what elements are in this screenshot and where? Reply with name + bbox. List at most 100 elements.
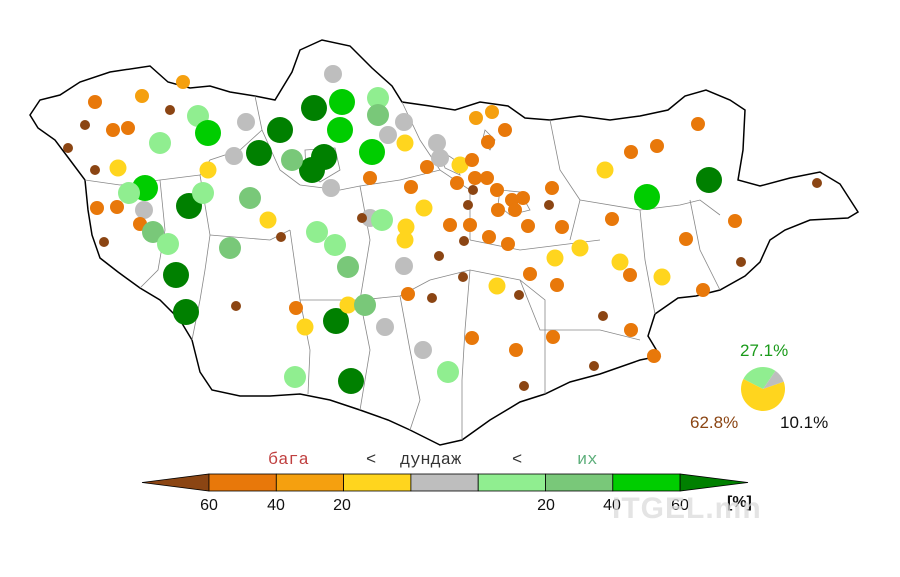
station-marker-below-40 [650, 139, 664, 153]
station-marker-much-above [246, 140, 272, 166]
station-marker-above-0 [367, 87, 389, 109]
station-marker-above-0 [306, 221, 328, 243]
station-marker-above-0 [149, 132, 171, 154]
station-marker-below-40 [623, 268, 637, 282]
tick-label: 20 [537, 497, 555, 514]
station-marker-much-below [357, 213, 367, 223]
station-marker-much-below [589, 361, 599, 371]
station-marker-below-40 [463, 218, 477, 232]
tick-label: 60 [200, 497, 218, 514]
station-marker-below-40 [509, 343, 523, 357]
station-marker-above-0 [437, 361, 459, 383]
station-marker-below-0 [109, 159, 127, 177]
mongolia-outline [29, 39, 860, 446]
unit-label: [%] [727, 494, 752, 511]
station-marker-much-below [427, 293, 437, 303]
station-marker-above-40 [359, 139, 385, 165]
station-marker-below-40 [679, 232, 693, 246]
station-marker-normal [428, 134, 446, 152]
station-marker-below-40 [605, 212, 619, 226]
station-marker-below-40 [289, 301, 303, 315]
station-marker-below-0 [396, 134, 414, 152]
station-marker-much-below [80, 120, 90, 130]
station-marker-much-below [434, 251, 444, 261]
station-marker-below-40 [550, 278, 564, 292]
legend-normal-word: дундаж [400, 451, 462, 470]
tick-label: 40 [603, 497, 621, 514]
station-marker-below-40 [468, 171, 482, 185]
station-marker-much-below [514, 290, 524, 300]
station-marker-below-40 [404, 180, 418, 194]
colorbar-segment-above-40 [612, 473, 681, 492]
station-marker-much-below [459, 236, 469, 246]
station-marker-normal [225, 147, 243, 165]
station-marker-above-20 [142, 221, 164, 243]
station-marker-much-below [463, 200, 473, 210]
station-marker-much-above [323, 308, 349, 334]
station-marker-above-20 [354, 294, 376, 316]
station-markers [63, 65, 822, 394]
station-marker-below-40 [110, 200, 124, 214]
station-marker-below-40 [624, 323, 638, 337]
station-marker-below-20 [469, 111, 483, 125]
station-marker-below-40 [465, 331, 479, 345]
station-marker-much-below [598, 311, 608, 321]
station-marker-much-above [299, 157, 325, 183]
station-marker-normal [135, 201, 153, 219]
station-marker-much-above [301, 95, 327, 121]
station-marker-below-0 [415, 199, 433, 217]
station-marker-normal [414, 341, 432, 359]
station-marker-much-below [63, 143, 73, 153]
station-marker-below-0 [296, 318, 314, 336]
station-marker-below-40 [508, 203, 522, 217]
station-marker-below-40 [624, 145, 638, 159]
station-marker-above-20 [219, 237, 241, 259]
station-marker-below-0 [397, 218, 415, 236]
station-marker-normal [322, 179, 340, 197]
station-marker-below-40 [545, 181, 559, 195]
station-marker-below-0 [611, 253, 629, 271]
station-marker-much-below [468, 185, 478, 195]
station-marker-normal [324, 65, 342, 83]
station-marker-above-0 [192, 182, 214, 204]
station-marker-below-40 [401, 287, 415, 301]
station-marker-below-40 [555, 220, 569, 234]
watermark-logo: ITGEL.mn [612, 492, 762, 525]
station-marker-above-40 [195, 120, 221, 146]
station-marker-above-40 [634, 184, 660, 210]
station-marker-below-40 [491, 203, 505, 217]
station-marker-below-40 [728, 214, 742, 228]
pie-above-label: 27.1% [740, 341, 789, 360]
station-marker-normal [395, 257, 413, 275]
color-bar-legend [141, 473, 749, 492]
station-marker-above-40 [327, 117, 353, 143]
colorbar-segment-below-0 [343, 473, 412, 492]
station-marker-below-40 [482, 230, 496, 244]
pie-below-label: 62.8% [690, 413, 739, 432]
station-marker-much-below [812, 178, 822, 188]
station-marker-below-20 [176, 75, 190, 89]
station-marker-below-40 [691, 117, 705, 131]
station-marker-below-0 [451, 156, 469, 174]
colorbar-segment-below-40 [208, 473, 277, 492]
station-marker-much-above [163, 262, 189, 288]
tick-label: 40 [267, 497, 285, 514]
station-marker-below-40 [521, 219, 535, 233]
station-marker-much-above [173, 299, 199, 325]
station-marker-much-below [231, 301, 241, 311]
colorbar-segment-above-20 [545, 473, 614, 492]
station-marker-below-40 [696, 283, 710, 297]
colorbar-segment-much-above [679, 473, 749, 492]
station-marker-much-below [99, 237, 109, 247]
colorbar-segment-normal [410, 473, 479, 492]
station-marker-below-40 [523, 267, 537, 281]
station-marker-below-20 [485, 105, 499, 119]
station-marker-below-40 [90, 201, 104, 215]
station-marker-above-20 [239, 187, 261, 209]
station-marker-below-40 [465, 153, 479, 167]
station-marker-much-below [519, 381, 529, 391]
station-marker-above-20 [367, 104, 389, 126]
colorbar-segment-below-20 [275, 473, 344, 492]
station-marker-much-above [696, 167, 722, 193]
